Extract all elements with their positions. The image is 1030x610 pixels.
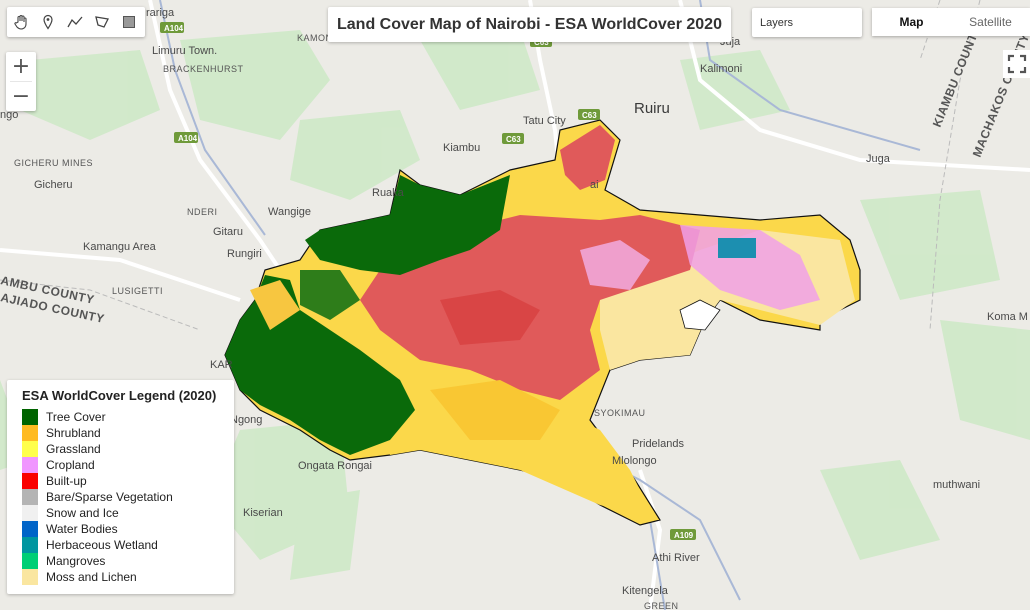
map-type-control: Map Satellite xyxy=(872,8,1030,36)
svg-text:A104: A104 xyxy=(178,134,198,143)
legend-item: Cropland xyxy=(22,457,234,473)
road-shield-a104-top: A104 xyxy=(160,22,184,33)
label-nderi: NDERI xyxy=(187,207,218,217)
hand-icon[interactable] xyxy=(7,7,34,37)
legend-item: Moss and Lichen xyxy=(22,569,234,585)
label-gitaru: Gitaru xyxy=(213,226,243,238)
legend-item: Herbaceous Wetland xyxy=(22,537,234,553)
road-shield-c63-kiambu: C63 xyxy=(502,133,524,144)
label-green: GREEN xyxy=(644,601,679,610)
zoom-divider xyxy=(10,81,32,82)
legend-list: Tree Cover Shrubland Grassland Cropland Buil… xyxy=(22,409,234,585)
label-kitengela: Kitengela xyxy=(622,585,669,597)
legend-label: Moss and Lichen xyxy=(46,570,137,584)
legend-panel: ESA WorldCover Legend (2020) Tree Cover S… xyxy=(7,380,234,594)
legend-label: Shrubland xyxy=(46,426,101,440)
legend-swatch xyxy=(22,473,38,489)
svg-text:C63: C63 xyxy=(534,38,549,47)
rectangle-icon[interactable] xyxy=(115,7,142,37)
legend-item: Grassland xyxy=(22,441,234,457)
legend-swatch xyxy=(22,505,38,521)
map-type-satellite-button[interactable]: Satellite xyxy=(969,15,1012,29)
marker-icon[interactable] xyxy=(34,7,61,37)
label-muthwani: muthwani xyxy=(933,479,980,491)
label-kiambu: Kiambu xyxy=(443,142,480,154)
label-ngo: ngo xyxy=(0,109,18,121)
legend-item: Water Bodies xyxy=(22,521,234,537)
legend-label: Tree Cover xyxy=(46,410,106,424)
label-ruai: ai xyxy=(590,179,599,191)
fullscreen-icon xyxy=(1007,54,1027,74)
svg-text:A109: A109 xyxy=(674,531,694,540)
legend-item: Mangroves xyxy=(22,553,234,569)
label-gicheru-mines: GICHERU MINES xyxy=(14,158,93,168)
label-kirariga: rariga xyxy=(146,7,175,19)
legend-swatch xyxy=(22,425,38,441)
label-athi-river: Athi River xyxy=(652,552,700,564)
label-gicheru: Gicheru xyxy=(34,179,73,191)
label-brackenhurst: BRACKENHURST xyxy=(163,64,244,74)
zoom-in-button[interactable]: + xyxy=(11,54,31,79)
label-mlolongo: Mlolongo xyxy=(612,455,657,467)
legend-item: Tree Cover xyxy=(22,409,234,425)
label-ongata-rongai: Ongata Rongai xyxy=(298,460,372,472)
map-title: Land Cover Map of Nairobi - ESA WorldCov… xyxy=(328,7,731,42)
legend-item: Built-up xyxy=(22,473,234,489)
legend-label: Bare/Sparse Vegetation xyxy=(46,490,173,504)
legend-label: Mangroves xyxy=(46,554,106,568)
polygon-icon[interactable] xyxy=(88,7,115,37)
zoom-out-button[interactable]: − xyxy=(11,84,31,109)
label-kamangu: Kamangu Area xyxy=(83,241,157,253)
legend-swatch xyxy=(22,489,38,505)
legend-label: Cropland xyxy=(46,458,95,472)
legend-swatch xyxy=(22,409,38,425)
label-pridelands: Pridelands xyxy=(632,438,684,450)
legend-swatch xyxy=(22,537,38,553)
label-kalimoni: Kalimoni xyxy=(700,63,742,75)
label-juga: Juga xyxy=(866,153,891,165)
road-shield-a109: A109 xyxy=(670,529,696,540)
label-koma: Koma M xyxy=(987,311,1028,323)
label-lusigetti: LUSIGETTI xyxy=(112,286,163,296)
label-ruaka: Ruaka xyxy=(372,187,405,199)
legend-label: Herbaceous Wetland xyxy=(46,538,158,552)
legend-swatch xyxy=(22,569,38,585)
layers-button[interactable]: Layers xyxy=(752,8,862,37)
drawing-toolbar xyxy=(7,7,145,37)
legend-title: ESA WorldCover Legend (2020) xyxy=(22,388,217,403)
line-icon[interactable] xyxy=(61,7,88,37)
fullscreen-button[interactable] xyxy=(1003,50,1030,78)
label-ngong: Ngong xyxy=(230,414,262,426)
legend-item: Shrubland xyxy=(22,425,234,441)
legend-swatch xyxy=(22,457,38,473)
zoom-control: + − xyxy=(6,52,36,111)
legend-label: Water Bodies xyxy=(46,522,118,536)
label-tatu-city: Tatu City xyxy=(523,115,566,127)
label-wangige: Wangige xyxy=(268,206,311,218)
svg-text:C63: C63 xyxy=(506,135,521,144)
label-kamondo: KAMONDO xyxy=(297,33,347,43)
label-limuru: Limuru Town. xyxy=(152,45,217,57)
label-ruiru: Ruiru xyxy=(634,100,670,117)
label-syokimau: SYOKIMAU xyxy=(594,408,646,418)
label-kar: KAR xyxy=(210,359,233,371)
road-shield-c63-mid: C63 xyxy=(578,109,600,120)
legend-swatch xyxy=(22,441,38,457)
legend-swatch xyxy=(22,553,38,569)
legend-swatch xyxy=(22,521,38,537)
legend-label: Built-up xyxy=(46,474,87,488)
legend-label: Grassland xyxy=(46,442,101,456)
legend-item: Bare/Sparse Vegetation xyxy=(22,489,234,505)
svg-text:A104: A104 xyxy=(164,24,184,33)
legend-item: Snow and Ice xyxy=(22,505,234,521)
label-kiserian: Kiserian xyxy=(243,507,283,519)
legend-label: Snow and Ice xyxy=(46,506,119,520)
label-rungiri: Rungiri xyxy=(227,248,262,260)
road-shield-a104-mid: A104 xyxy=(174,132,198,143)
map-type-map-button[interactable]: Map xyxy=(899,15,924,29)
svg-text:C63: C63 xyxy=(582,111,597,120)
